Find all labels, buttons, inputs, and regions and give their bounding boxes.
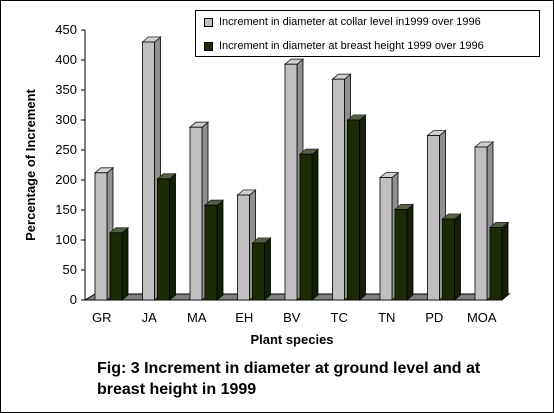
bar-front <box>394 208 408 301</box>
bar-top-highlight <box>475 142 493 147</box>
bar-side-shade <box>122 227 128 300</box>
bar-front <box>237 194 250 301</box>
bar-breast-pd <box>441 213 462 301</box>
legend-item-collar: Increment in diameter at collar level in… <box>204 16 481 28</box>
x-tick-label: MOA <box>467 310 497 325</box>
legend-item-breast: Increment in diameter at breast height 1… <box>204 40 484 52</box>
bar-top-highlight <box>142 37 161 42</box>
bar-breast-eh <box>251 237 272 301</box>
bar-front <box>347 119 360 301</box>
bar-breast-moa <box>488 221 510 301</box>
bar-side-shade <box>312 149 318 300</box>
bar-side-shade <box>407 204 413 300</box>
bar-front <box>474 146 488 301</box>
bar-top-highlight <box>380 172 398 178</box>
bar-top-highlight <box>190 122 208 128</box>
y-tick-label: 450 <box>55 22 77 37</box>
bar-top-highlight <box>347 115 366 120</box>
x-tick-label: GR <box>92 310 112 325</box>
x-tick-label: BV <box>283 310 301 325</box>
bar-breast-bv <box>298 148 320 301</box>
bar-top-highlight <box>285 59 303 65</box>
bar-top-highlight <box>300 149 318 155</box>
bar-top-highlight <box>205 200 223 206</box>
bar-front <box>442 218 455 301</box>
legend-swatch-collar <box>204 17 213 27</box>
bar-top-highlight <box>237 190 256 195</box>
bar-breast-gr <box>108 226 130 301</box>
legend-label-collar: Increment in diameter at collar level in… <box>219 16 481 28</box>
x-tick-label: TC <box>331 310 348 325</box>
y-tick-label: 150 <box>55 202 77 217</box>
bar-top-highlight <box>490 222 508 228</box>
y-tick-label: 0 <box>70 292 77 307</box>
bar-top-highlight <box>95 167 113 173</box>
bar-front <box>284 63 298 301</box>
bar-top-highlight <box>157 173 176 179</box>
bar-front <box>379 177 393 301</box>
y-tick-label: 400 <box>55 52 77 67</box>
y-tick-label: 300 <box>55 112 77 127</box>
y-tick-label: 100 <box>55 232 77 247</box>
bar-top-highlight <box>110 227 128 233</box>
bar-front <box>204 204 218 301</box>
bar-side-shade <box>169 173 176 300</box>
bar-front <box>252 242 265 301</box>
bar-breast-tn <box>393 203 415 301</box>
bar-front <box>332 78 345 301</box>
bar-side-shade <box>264 238 271 300</box>
bar-side-shade <box>359 115 366 300</box>
x-tick-label: MA <box>187 310 207 325</box>
bar-front <box>489 226 503 301</box>
bar-side-shade <box>454 214 461 300</box>
bar-side-shade <box>502 222 508 300</box>
bar-top-highlight <box>427 130 446 136</box>
bar-front <box>189 126 203 301</box>
bar-top-highlight <box>442 214 461 219</box>
bar-front <box>427 135 440 301</box>
x-tick-label: JA <box>142 310 158 325</box>
y-tick-label: 200 <box>55 172 77 187</box>
y-tick-label: 50 <box>63 262 77 277</box>
bar-front <box>109 232 123 301</box>
x-tick-label: EH <box>235 310 253 325</box>
legend-swatch-breast <box>204 41 213 51</box>
y-tick-label: 350 <box>55 82 77 97</box>
bar-front <box>157 178 170 301</box>
bar-top-highlight <box>252 238 271 243</box>
legend-label-breast: Increment in diameter at breast height 1… <box>219 40 484 52</box>
bar-front <box>94 172 108 301</box>
chart-legend: Increment in diameter at collar level in… <box>195 10 540 57</box>
bar-breast-ja <box>156 172 177 301</box>
bar-top-highlight <box>395 204 413 210</box>
y-axis-title: Percentage of Increment <box>23 88 38 240</box>
bar-side-shade <box>217 200 223 300</box>
bar-breast-tc <box>346 114 367 301</box>
x-axis-title: Plant species <box>250 332 333 347</box>
bar-top-highlight <box>332 74 351 80</box>
bar-breast-ma <box>203 199 225 301</box>
x-tick-label: TN <box>378 310 395 325</box>
bar-front <box>142 41 155 301</box>
bar-front <box>299 153 313 301</box>
y-tick-label: 250 <box>55 142 77 157</box>
figure-caption: Fig: 3 Increment in diameter at ground l… <box>97 360 481 398</box>
x-tick-label: PD <box>425 310 443 325</box>
